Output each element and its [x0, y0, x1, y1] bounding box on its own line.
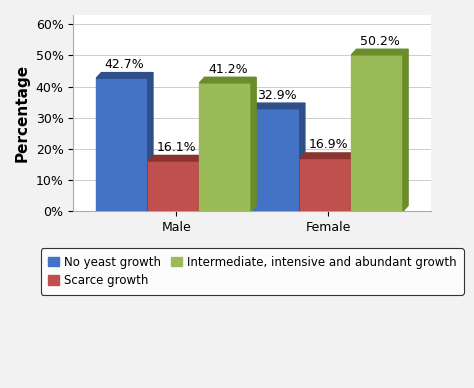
Polygon shape	[248, 103, 305, 109]
Polygon shape	[96, 73, 153, 78]
Polygon shape	[200, 77, 256, 83]
Bar	[248, 109, 300, 211]
Polygon shape	[351, 49, 408, 55]
Polygon shape	[148, 156, 205, 161]
Text: 50.2%: 50.2%	[360, 35, 400, 48]
Bar	[351, 55, 403, 211]
Bar	[300, 159, 351, 211]
Bar	[200, 83, 251, 211]
Text: 42.7%: 42.7%	[105, 58, 145, 71]
Text: 41.2%: 41.2%	[208, 63, 247, 76]
Polygon shape	[251, 77, 256, 211]
Polygon shape	[351, 153, 356, 211]
Polygon shape	[148, 73, 153, 211]
Bar	[96, 78, 148, 211]
Legend: No yeast growth, Scarce growth, Intermediate, intensive and abundant growth: No yeast growth, Scarce growth, Intermed…	[40, 248, 464, 294]
Polygon shape	[403, 49, 408, 211]
Text: 16.9%: 16.9%	[308, 139, 348, 151]
Text: 16.1%: 16.1%	[156, 141, 196, 154]
Y-axis label: Percentage: Percentage	[15, 64, 30, 162]
Bar	[148, 161, 200, 211]
Polygon shape	[300, 153, 356, 159]
Text: 32.9%: 32.9%	[257, 88, 296, 102]
Polygon shape	[300, 103, 305, 211]
Polygon shape	[200, 156, 205, 211]
